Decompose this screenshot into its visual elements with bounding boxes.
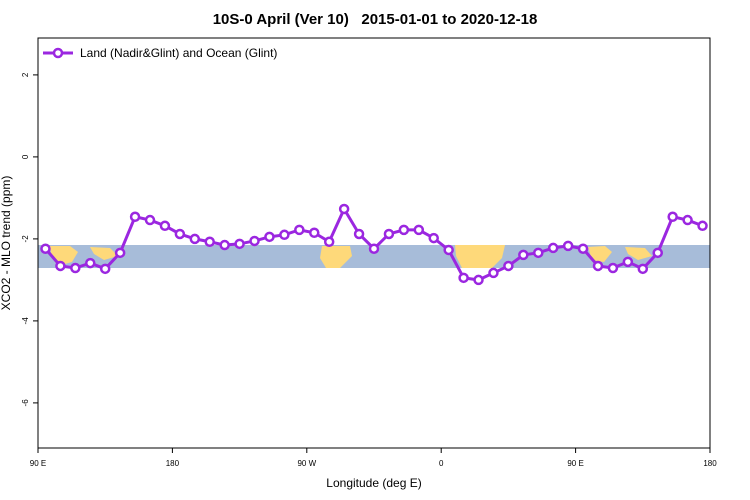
data-point	[518, 249, 529, 261]
x-tick-label: 90 W	[297, 459, 316, 468]
data-point	[503, 260, 514, 272]
data-point	[40, 243, 51, 254]
y-tick-label: 0	[21, 154, 30, 159]
data-point	[99, 263, 111, 275]
land	[455, 245, 505, 268]
data-point	[338, 203, 350, 215]
data-point	[309, 227, 320, 238]
data-point	[264, 231, 275, 243]
data-point	[174, 228, 186, 240]
data-point	[667, 211, 678, 223]
data-point	[189, 233, 201, 245]
data-point	[577, 243, 589, 254]
data-point	[458, 272, 469, 284]
x-tick-label: 90 E	[30, 459, 46, 468]
y-tick-label: -4	[21, 317, 30, 325]
data-point	[114, 247, 126, 259]
data-point	[562, 240, 574, 252]
land	[588, 246, 612, 262]
data-point	[592, 260, 604, 272]
x-tick-label: 90 E	[567, 459, 583, 468]
data-point	[652, 247, 663, 259]
data-point	[323, 236, 335, 248]
data-point	[697, 220, 708, 232]
data-point	[353, 228, 365, 240]
land	[625, 247, 652, 260]
data-point	[249, 235, 260, 247]
x-axis-label: Longitude (deg E)	[326, 476, 421, 490]
y-tick-label: -2	[21, 235, 30, 243]
data-point	[279, 229, 290, 241]
land	[320, 246, 352, 268]
data-point	[234, 238, 245, 250]
data-point	[144, 214, 156, 226]
legend-marker	[52, 47, 64, 59]
data-point	[55, 260, 66, 272]
y-tick-label: 2	[21, 72, 30, 77]
land	[90, 247, 118, 260]
data-point	[682, 214, 693, 226]
data-point	[204, 236, 215, 248]
data-point	[159, 220, 171, 232]
data-point	[622, 256, 634, 268]
data-point	[368, 243, 380, 254]
data-point	[607, 262, 619, 274]
x-tick-label: 0	[439, 459, 444, 468]
data-point	[219, 239, 230, 251]
data-point	[294, 224, 305, 236]
x-tick-label: 180	[166, 459, 180, 468]
data-point	[637, 263, 649, 275]
data-point	[85, 257, 96, 269]
data-point	[383, 228, 395, 240]
data-point	[443, 244, 454, 256]
data-point	[533, 247, 544, 259]
data-point	[129, 211, 141, 223]
x-tick-label: 180	[703, 459, 717, 468]
plot-frame	[37, 37, 711, 449]
data-point	[488, 267, 499, 279]
legend-label: Land (Nadir&Glint) and Ocean (Glint)	[80, 46, 277, 60]
data-point	[473, 274, 484, 286]
data-point	[70, 262, 81, 274]
data-point	[547, 242, 559, 254]
data-point	[413, 224, 425, 236]
y-axis-label: XCO2 - MLO trend (ppm)	[0, 176, 13, 311]
chart-title: 10S-0 April (Ver 10) 2015-01-01 to 2020-…	[213, 11, 538, 28]
data-point	[428, 232, 439, 244]
data-point	[398, 224, 410, 236]
y-tick-label: -6	[21, 399, 30, 407]
